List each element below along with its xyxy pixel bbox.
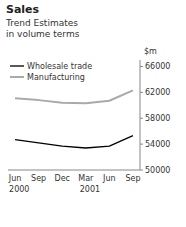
- title: Sales: [6, 3, 40, 16]
- y-tick: [140, 170, 143, 171]
- x-axis: [8, 170, 140, 171]
- legend-entry: Manufacturing: [27, 73, 85, 82]
- legend-entry: Wholesale trade: [27, 62, 92, 71]
- y-tick: [140, 118, 143, 119]
- series-line: [15, 136, 133, 148]
- x-tick-label: Jun: [8, 174, 22, 183]
- y-tick: [140, 92, 143, 93]
- y-tick-label: 62000: [145, 88, 170, 97]
- chart-container: Sales Trend Estimatesin volume terms $m 500…: [0, 0, 186, 227]
- x-tick-label: Mar: [78, 174, 94, 183]
- legend: Wholesale trade Manufacturing: [10, 62, 92, 82]
- chart: Sales Trend Estimatesin volume terms $m 500…: [0, 0, 186, 227]
- y-tick-label: 54000: [145, 140, 170, 149]
- y-tick-label: 58000: [145, 114, 170, 123]
- x-tick-label: Sep: [31, 174, 46, 183]
- year-label: 2000: [9, 185, 29, 194]
- background: [0, 0, 186, 227]
- subtitle: in volume terms: [6, 29, 80, 39]
- series-line: [15, 90, 133, 103]
- subtitle: Trend Estimates: [5, 18, 78, 28]
- x-tick-label: Sep: [125, 174, 140, 183]
- x-tick-label: Dec: [54, 174, 69, 183]
- x-tick-label: Jun: [102, 174, 116, 183]
- legend-swatch: [10, 76, 24, 78]
- axis-label: $m: [144, 47, 157, 56]
- plot-area: [15, 90, 133, 148]
- y-tick: [140, 66, 143, 67]
- legend-swatch: [10, 65, 24, 66]
- y-tick: [140, 144, 143, 145]
- year-label: 2001: [80, 185, 100, 194]
- y-tick-label: 66000: [145, 62, 170, 71]
- y-axis: [140, 60, 141, 170]
- y-tick-label: 50000: [145, 166, 170, 175]
